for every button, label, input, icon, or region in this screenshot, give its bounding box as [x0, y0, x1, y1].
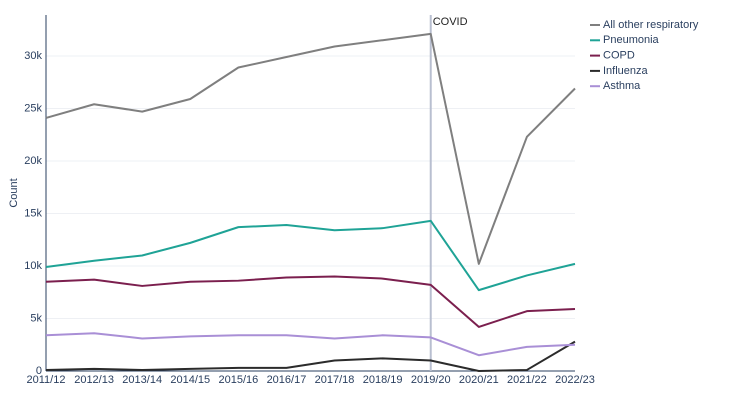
series-line	[45, 332, 576, 357]
series-line	[45, 275, 576, 328]
x-tick-label: 2016/17	[267, 374, 307, 386]
x-tick-label: 2018/19	[363, 374, 403, 386]
x-tick-label: 2020/21	[459, 374, 499, 386]
x-tick-label: 2015/16	[218, 374, 258, 386]
y-tick-label: 25k	[24, 102, 42, 114]
annotation-text: COVID	[433, 16, 468, 28]
legend-label: Influenza	[603, 65, 649, 77]
legend-label: COPD	[603, 50, 635, 62]
x-tick-label: 2021/22	[507, 374, 547, 386]
legend-label: Pneumonia	[603, 34, 660, 46]
y-tick-label: 10k	[24, 260, 42, 272]
y-tick-label: 5k	[30, 312, 42, 324]
series-line	[45, 340, 576, 372]
y-tick-label: 0	[36, 365, 42, 377]
x-tick-label: 2011/12	[27, 374, 66, 386]
x-tick-label: 2014/15	[170, 374, 210, 386]
y-tick-label: 15k	[24, 207, 42, 219]
x-tick-label: 2022/23	[555, 374, 595, 386]
y-tick-label: 20k	[24, 155, 42, 167]
legend-label: Asthma	[603, 80, 641, 92]
y-axis-label: Count	[8, 178, 20, 207]
legend-label: All other respiratory	[603, 19, 699, 31]
x-tick-label: 2019/20	[411, 374, 451, 386]
series-line	[45, 219, 576, 292]
y-tick-label: 30k	[24, 50, 42, 62]
series-line	[45, 32, 576, 265]
x-tick-label: 2013/14	[122, 374, 162, 386]
x-tick-label: 2017/18	[315, 374, 355, 386]
x-tick-label: 2012/13	[74, 374, 114, 386]
